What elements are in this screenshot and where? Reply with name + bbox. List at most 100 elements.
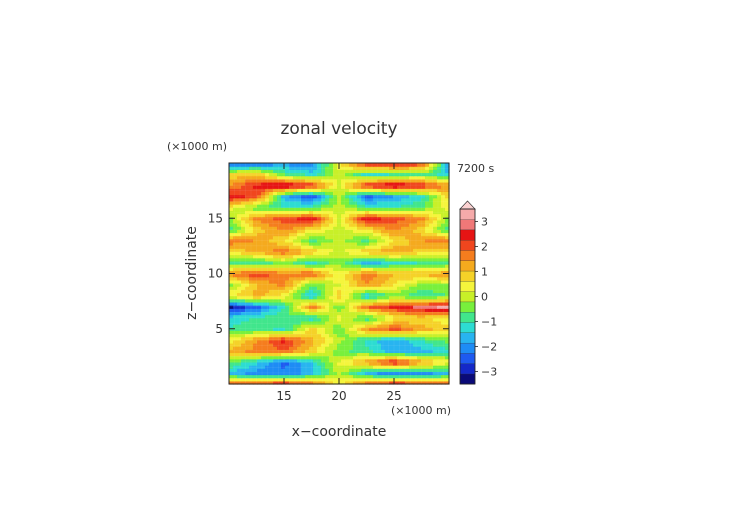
field-cell	[305, 355, 310, 360]
field-cell	[241, 377, 246, 382]
field-cell	[261, 163, 266, 167]
field-cell	[337, 267, 342, 271]
field-cell	[325, 191, 330, 196]
field-cell	[445, 346, 450, 350]
field-cell	[425, 330, 430, 335]
field-cell	[365, 314, 370, 319]
field-cell	[237, 279, 242, 284]
field-cell	[261, 175, 266, 180]
field-cell	[241, 374, 246, 379]
field-cell	[377, 324, 382, 328]
field-cell	[253, 169, 258, 174]
field-cell	[373, 361, 378, 366]
field-cell	[337, 279, 342, 284]
field-cell	[445, 169, 450, 174]
field-cell	[297, 314, 302, 319]
field-cell	[329, 219, 334, 224]
field-cell	[389, 305, 394, 309]
field-cell	[353, 273, 358, 278]
field-cell	[233, 365, 238, 369]
field-cell	[309, 352, 314, 357]
field-cell	[265, 286, 270, 290]
field-cell	[389, 317, 394, 322]
field-cell	[285, 314, 290, 319]
field-cell	[321, 264, 326, 268]
field-cell	[333, 163, 338, 167]
field-cell	[381, 346, 386, 350]
field-cell	[345, 336, 350, 341]
field-cell	[349, 188, 354, 193]
field-cell	[381, 207, 386, 211]
field-cell	[317, 349, 322, 354]
field-cell	[357, 336, 362, 341]
field-cell	[373, 301, 378, 306]
field-cell	[333, 204, 338, 208]
field-cell	[393, 289, 398, 294]
field-cell	[229, 172, 234, 177]
field-cell	[249, 185, 254, 189]
field-cell	[229, 330, 234, 335]
field-cell	[305, 336, 310, 341]
field-cell	[425, 194, 430, 199]
field-cell	[233, 286, 238, 290]
field-cell	[425, 185, 430, 189]
field-cell	[257, 241, 262, 246]
field-cell	[365, 163, 370, 167]
field-cell	[229, 251, 234, 256]
field-cell	[329, 311, 334, 316]
field-cell	[321, 248, 326, 252]
field-cell	[241, 282, 246, 287]
field-cell	[341, 172, 346, 177]
field-cell	[333, 324, 338, 328]
field-cell	[285, 380, 290, 385]
field-cell	[305, 222, 310, 227]
field-cell	[269, 245, 274, 249]
field-cell	[233, 292, 238, 297]
field-cell	[245, 276, 250, 281]
field-cell	[361, 368, 366, 372]
field-cell	[321, 254, 326, 259]
field-cell	[369, 241, 374, 246]
field-cell	[389, 260, 394, 265]
field-cell	[401, 327, 406, 331]
field-cell	[429, 317, 434, 322]
field-cell	[393, 270, 398, 275]
field-cell	[445, 185, 450, 189]
field-cell	[253, 194, 258, 199]
field-cell	[389, 320, 394, 325]
field-cell	[385, 368, 390, 372]
field-cell	[441, 251, 446, 256]
field-cell	[401, 191, 406, 196]
field-cell	[281, 260, 286, 265]
field-cell	[445, 289, 450, 294]
field-cell	[365, 216, 370, 221]
field-cell	[401, 181, 406, 186]
field-cell	[405, 380, 410, 385]
field-cell	[413, 248, 418, 252]
field-cell	[265, 248, 270, 252]
field-cell	[309, 279, 314, 284]
field-cell	[441, 349, 446, 354]
field-cell	[289, 380, 294, 385]
field-cell	[349, 289, 354, 294]
field-cell	[345, 254, 350, 259]
field-cell	[269, 374, 274, 379]
field-cell	[237, 361, 242, 366]
field-cell	[253, 305, 258, 309]
field-cell	[401, 175, 406, 180]
field-cell	[409, 235, 414, 240]
field-cell	[441, 380, 446, 385]
field-cell	[369, 279, 374, 284]
field-cell	[365, 327, 370, 331]
field-cell	[257, 197, 262, 202]
field-cell	[273, 219, 278, 224]
field-cell	[285, 222, 290, 227]
field-cell	[405, 163, 410, 167]
field-cell	[321, 279, 326, 284]
field-cell	[301, 333, 306, 338]
field-cell	[333, 166, 338, 170]
field-cell	[341, 358, 346, 363]
field-cell	[417, 163, 422, 167]
field-cell	[325, 298, 330, 303]
field-cell	[445, 365, 450, 369]
